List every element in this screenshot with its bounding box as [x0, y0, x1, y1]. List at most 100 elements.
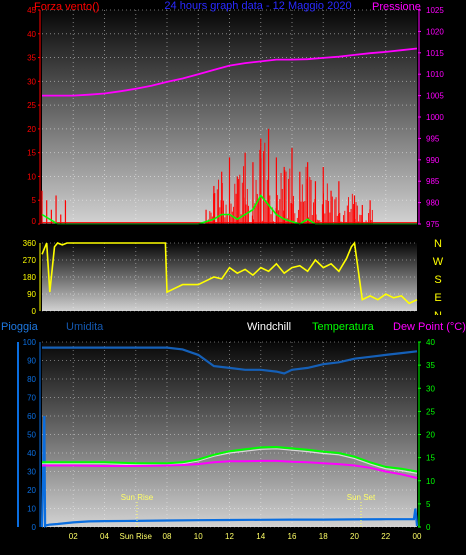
wind-axis-label: Forza vento(): [34, 1, 99, 13]
compass-label: S: [434, 274, 441, 286]
x-tick-label: 12: [225, 532, 234, 541]
x-tick-label: 18: [319, 532, 328, 541]
x-tick-label: 00: [413, 229, 422, 230]
x-tick-label: 16: [288, 229, 297, 230]
y-tick-label: 0: [32, 307, 37, 315]
sunset-label: Sun Set: [347, 493, 376, 502]
x-tick-label: 16: [288, 532, 297, 541]
y2-tick-label: 975: [426, 220, 440, 229]
y2-tick-label: 980: [426, 199, 440, 208]
y2-tick-label: 1015: [426, 49, 444, 58]
y2-tick-label: 25: [426, 407, 435, 416]
y-axis-left: 0 10 20 30 40 50 60 70 80 90 100: [17, 338, 41, 532]
x-tick-label: 06: [131, 229, 140, 230]
compass-labels: NWSEN: [433, 238, 444, 315]
y2-tick-label: 40: [426, 338, 435, 347]
y2-tick-label: 20: [426, 431, 435, 440]
y-axis-right: 975 980 985 990 995 1000 1005 1010 1015 1020 1025: [418, 6, 444, 229]
x-tick-label: 10: [194, 532, 203, 541]
x-tick-label: 13: [225, 229, 234, 230]
windchill-legend: Windchill: [247, 321, 291, 333]
y2-tick-label: 995: [426, 134, 440, 143]
y2-tick-label: 35: [426, 361, 435, 370]
plot-background: [42, 243, 417, 311]
chart-title: 24 hours graph data - 12 Maggio 2020: [164, 0, 351, 12]
x-tick-label: 04: [100, 229, 109, 230]
y2-tick-label: 1005: [426, 92, 444, 101]
rain-line: [40, 415, 419, 528]
y2-tick-label: 5: [426, 500, 431, 509]
y-tick-label: 15: [27, 149, 36, 158]
y-tick-label: 270: [23, 256, 37, 265]
y-tick-label: 30: [27, 468, 36, 477]
compass-label: E: [434, 292, 441, 304]
y-tick-label: 0: [32, 217, 37, 226]
y-axis-left: 5 10 15 20 25 30 35 40 45 0: [27, 6, 41, 226]
grid: [42, 341, 417, 528]
plot-background: [42, 342, 417, 527]
y2-tick-label: 985: [426, 177, 440, 186]
x-axis: 02 04 06 08 10 13 14 16 18 20 22 00: [69, 229, 422, 230]
y2-tick-label: 1010: [426, 70, 444, 79]
x-tick-label: 00: [413, 532, 422, 541]
series-marks: [40, 346, 419, 528]
x-tick-label: 20: [350, 532, 359, 541]
x-tick-label: 08: [163, 532, 172, 541]
dewpoint-line: [42, 459, 418, 479]
y-tick-label: 90: [27, 290, 36, 299]
y2-tick-label: 10: [426, 477, 435, 486]
x-tick-label: 14: [256, 532, 265, 541]
y-tick-label: 40: [27, 449, 36, 458]
y-tick-label: 100: [23, 338, 37, 347]
windchill-line: [42, 448, 418, 474]
x-tick-label: 20: [350, 229, 359, 230]
y-tick-label: 10: [27, 172, 36, 181]
y-tick-label: 80: [27, 375, 36, 384]
y-tick-label: 5: [32, 196, 37, 205]
x-tick-label: 10: [194, 229, 203, 230]
y2-tick-label: 1025: [426, 6, 444, 15]
x-tick-label: 22: [381, 532, 390, 541]
y-axis-left: 0 90 180 270 360: [23, 239, 41, 315]
y-tick-label: 25: [27, 101, 36, 110]
y-tick-label: 30: [27, 77, 36, 86]
y-tick-label: 90: [27, 357, 36, 366]
series-marks: [41, 241, 418, 305]
x-tick-label: 02: [69, 532, 78, 541]
y2-tick-label: 0: [426, 523, 431, 532]
pressure-axis-label: Pressione: [372, 1, 421, 13]
y-tick-label: 50: [27, 431, 36, 440]
y2-tick-label: 1000: [426, 113, 444, 122]
y2-tick-label: 1020: [426, 27, 444, 36]
x-tick-label: 22: [381, 229, 390, 230]
y2-tick-label: 990: [426, 156, 440, 165]
y-tick-label: 45: [27, 6, 36, 15]
y-tick-label: 10: [27, 505, 36, 514]
y-tick-label: 60: [27, 412, 36, 421]
y-tick-label: 40: [27, 30, 36, 39]
pressure-line: [42, 47, 418, 97]
y-tick-label: 0: [32, 523, 37, 532]
x-tick-label: 08: [163, 229, 172, 230]
y-tick-label: 35: [27, 54, 36, 63]
x-tick-label: 14: [256, 229, 265, 230]
x-tick-label: 04: [100, 532, 109, 541]
y-tick-label: 180: [23, 273, 37, 282]
y-tick-label: 20: [27, 125, 36, 134]
y-axis-right: 0 5 10 15 20 25 30 35 40: [418, 338, 435, 532]
compass-label: N: [434, 238, 442, 250]
x-tick-label: 18: [319, 229, 328, 230]
x-axis: 02 04 Sun Rise 08 10 12 14 16 18 20 22 00: [69, 532, 422, 541]
dewpoint-legend: Dew Point (°C): [393, 321, 466, 333]
y2-tick-label: 30: [426, 384, 435, 393]
x-tick-label: Sun Rise: [120, 532, 153, 541]
temperature-line: [42, 445, 418, 473]
humidity-axis-label: Umidita: [66, 321, 104, 333]
y-tick-label: 20: [27, 486, 36, 495]
humidity-line: [42, 346, 418, 375]
y-tick-label: 360: [23, 239, 37, 248]
